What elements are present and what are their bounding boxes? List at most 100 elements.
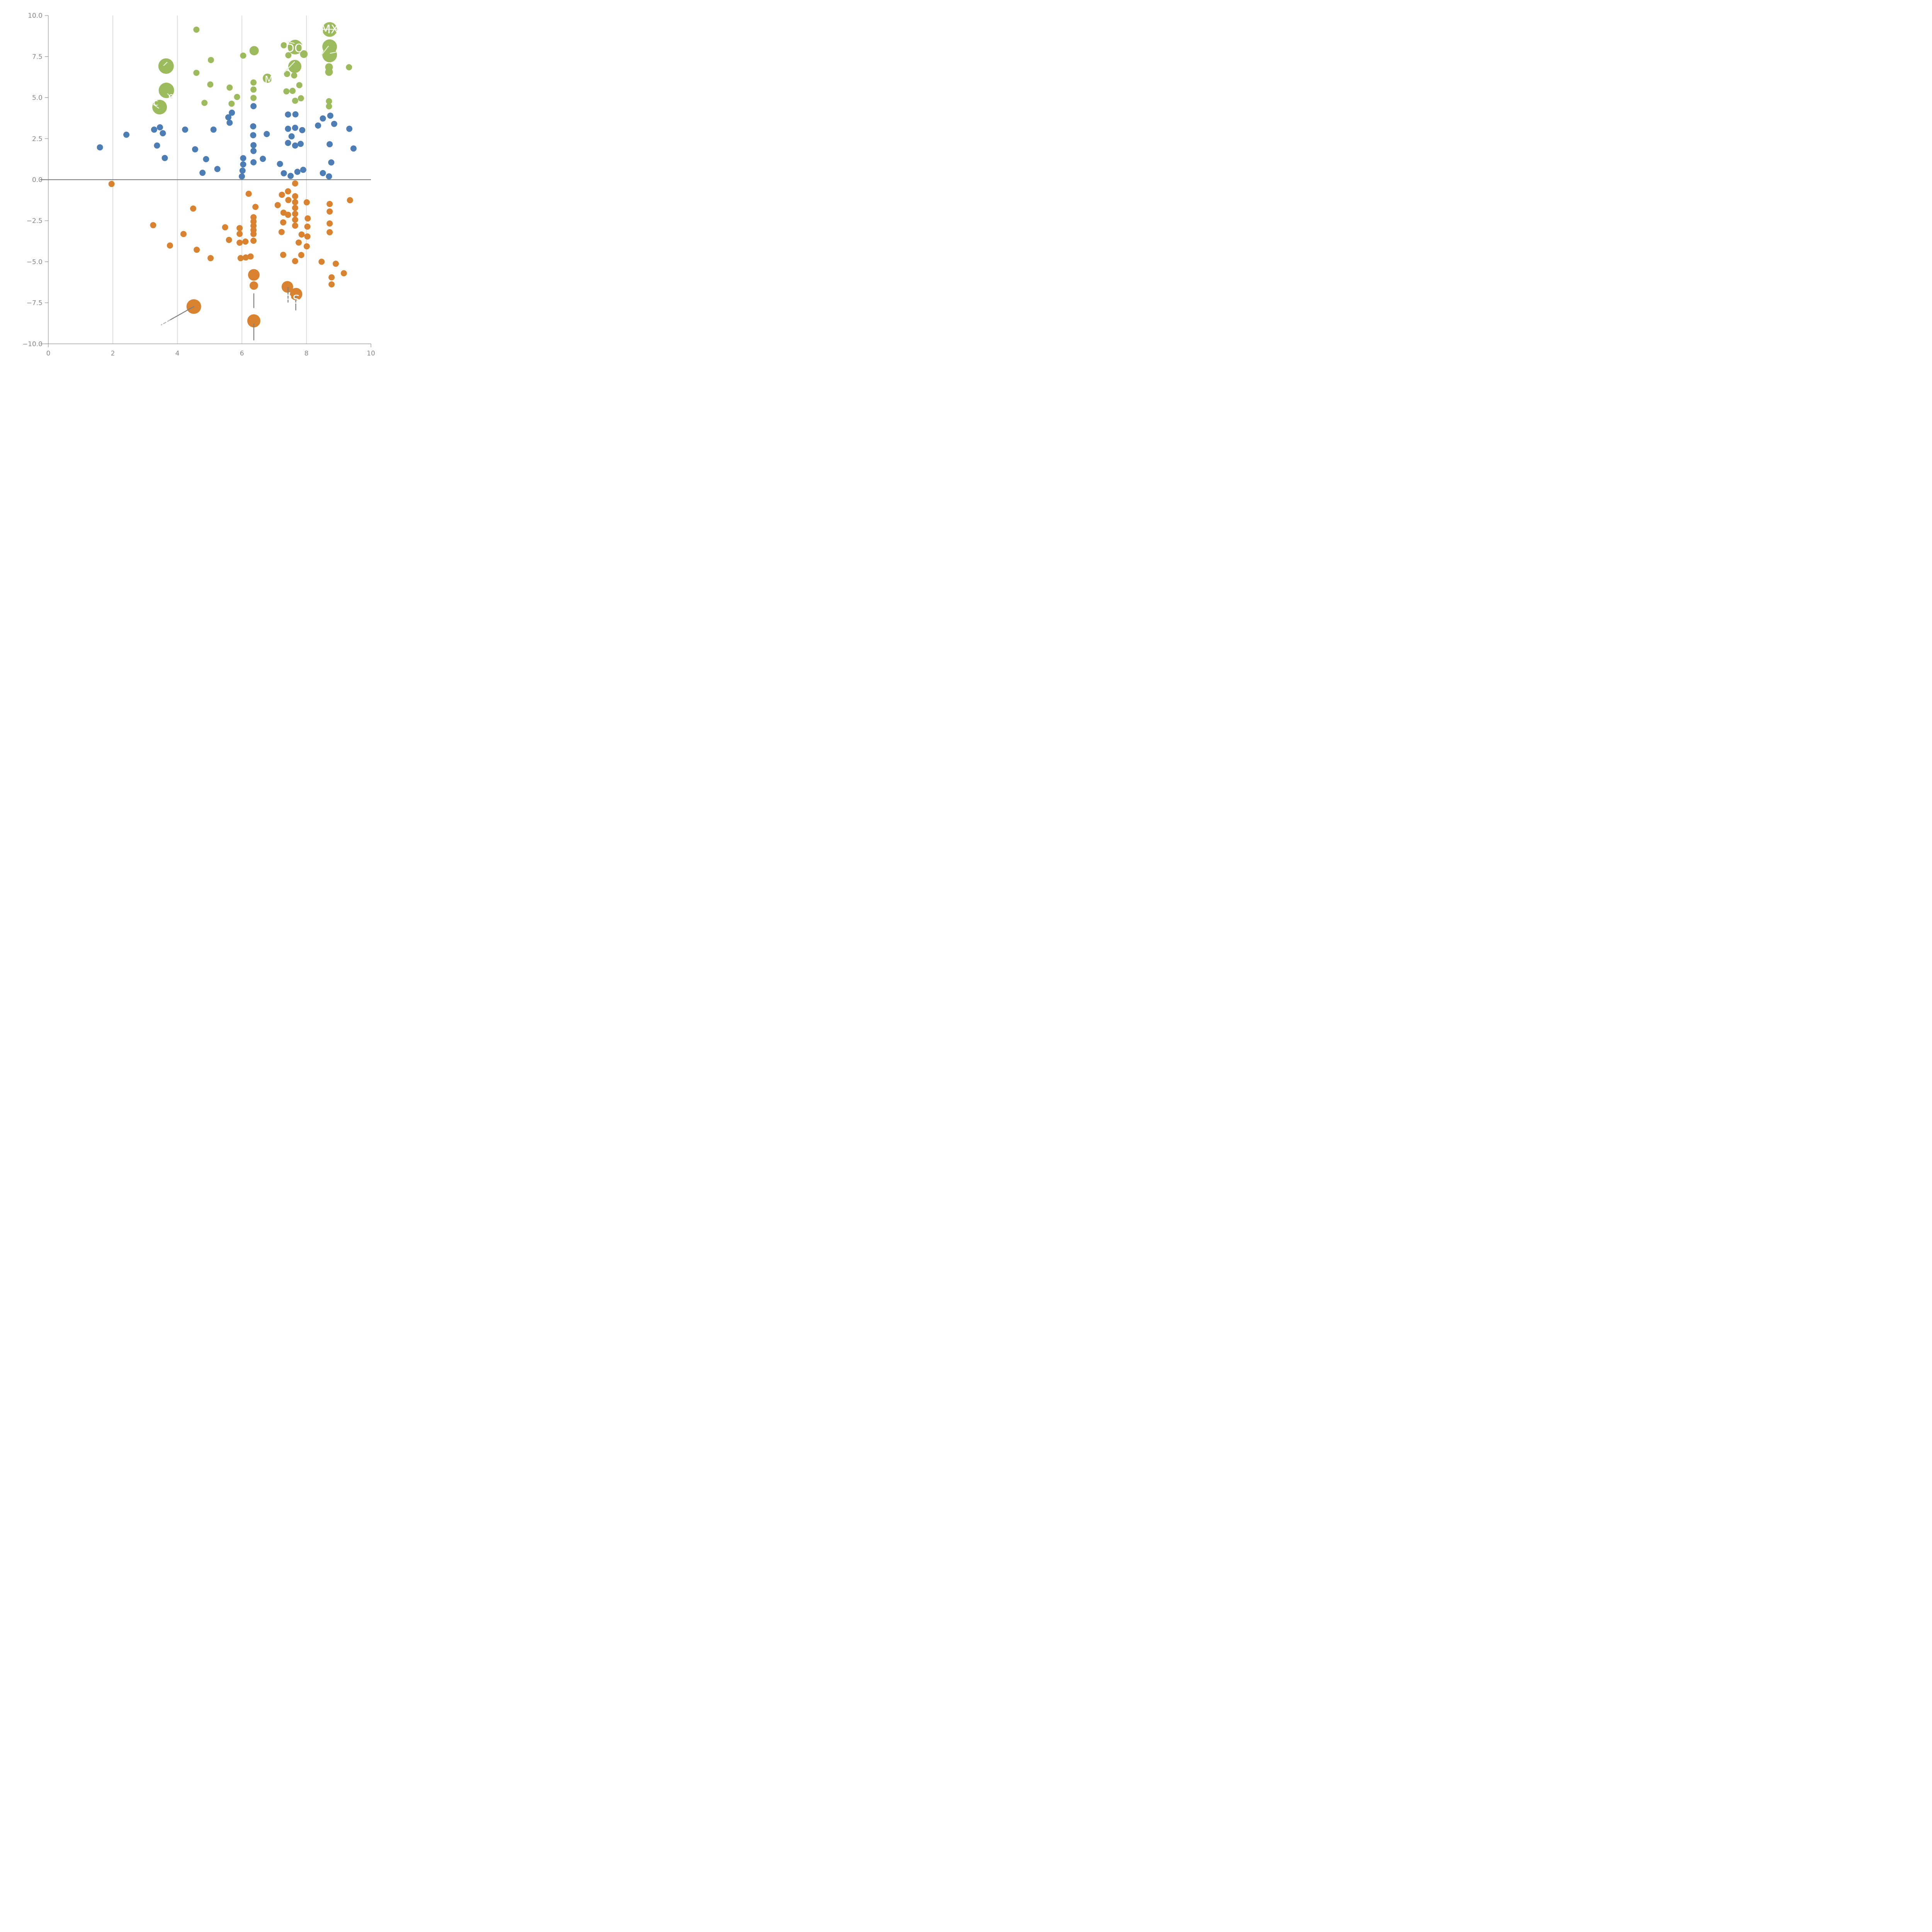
data-point-green xyxy=(322,48,337,63)
scatter-plot: 10.0 7.5 5.0 2.5 0.0 −2.5 −5.0 −7.5 −10.00 2 4 6 8 10… xyxy=(0,0,386,386)
data-point-blue xyxy=(288,133,295,139)
plot-background xyxy=(0,0,386,386)
data-point-orange xyxy=(250,238,257,244)
data-point-blue xyxy=(315,122,321,129)
x-tick-label: 6 xyxy=(240,350,244,357)
data-point-green xyxy=(207,57,214,63)
y-tick-label: 10.0 xyxy=(28,12,43,20)
x-tick-label: 8 xyxy=(304,350,309,357)
data-point-orange xyxy=(292,216,298,223)
data-point-blue xyxy=(297,141,304,147)
data-point-orange xyxy=(250,214,257,221)
x-tick-label: 10 xyxy=(367,350,375,357)
data-point-orange xyxy=(249,281,258,290)
data-point-orange xyxy=(298,231,305,238)
data-point-orange xyxy=(318,259,325,265)
data-point-blue xyxy=(199,170,206,176)
leader-line-1 xyxy=(321,46,329,56)
data-point-blue xyxy=(327,141,333,148)
data-point-blue xyxy=(182,126,189,133)
data-point-orange xyxy=(194,247,200,253)
data-point-blue xyxy=(346,126,353,132)
data-point-green xyxy=(250,95,257,101)
data-point-blue xyxy=(264,131,270,137)
data-point-orange xyxy=(328,281,335,288)
data-point-orange xyxy=(280,219,286,226)
data-point-orange xyxy=(250,223,257,229)
leader-line-3 xyxy=(287,41,295,44)
data-point-green xyxy=(326,98,332,104)
data-point-orange xyxy=(108,181,115,187)
data-point-green xyxy=(152,100,167,115)
data-point-orange xyxy=(295,239,302,246)
data-point-orange xyxy=(303,243,310,250)
data-point-green xyxy=(287,39,303,54)
data-point-orange xyxy=(150,222,156,228)
data-point-green xyxy=(226,84,233,91)
data-point-green xyxy=(249,46,259,56)
y-tick-label: −2.5 xyxy=(27,217,43,225)
bubble-label-RS: RS xyxy=(284,293,300,306)
data-point-orange xyxy=(304,223,311,230)
data-point-blue xyxy=(240,161,247,168)
data-point-orange xyxy=(167,242,173,249)
data-point-green xyxy=(201,100,208,106)
data-point-green xyxy=(292,97,298,104)
leader-line-8 xyxy=(169,306,194,321)
bubble-label-c: c xyxy=(153,97,158,108)
data-point-blue xyxy=(299,127,306,133)
data-point-blue xyxy=(240,155,247,162)
data-point-green xyxy=(250,86,257,93)
data-point-orange xyxy=(327,208,333,215)
data-point-orange xyxy=(292,222,298,229)
x-tick-label: 4 xyxy=(175,350,180,357)
data-point-blue xyxy=(285,139,291,146)
data-point-orange xyxy=(180,231,187,237)
data-point-green xyxy=(158,58,174,74)
y-tick-label: 0.0 xyxy=(32,176,43,184)
bubble-label-MX: MX xyxy=(321,23,338,36)
data-point-orange xyxy=(281,281,293,293)
data-point-blue xyxy=(154,142,160,149)
data-point-orange xyxy=(292,180,298,187)
data-point-blue xyxy=(229,109,235,116)
data-point-green xyxy=(228,100,235,107)
data-point-orange xyxy=(250,218,257,225)
data-point-orange xyxy=(290,288,303,301)
data-point-blue xyxy=(326,173,332,180)
data-point-orange xyxy=(292,199,298,206)
data-point-blue xyxy=(192,146,198,153)
leader-line-6 xyxy=(167,93,173,99)
leader-line-2 xyxy=(330,51,337,54)
data-point-orange xyxy=(278,229,285,235)
data-point-blue xyxy=(320,115,326,122)
data-point-orange xyxy=(304,215,311,222)
data-point-blue xyxy=(160,130,166,136)
data-point-orange xyxy=(292,205,298,211)
data-point-orange xyxy=(292,258,298,264)
data-point-blue xyxy=(281,170,287,177)
leader-line-9 xyxy=(161,320,170,326)
y-tick-label: 7.5 xyxy=(32,53,43,61)
data-point-green xyxy=(234,94,240,100)
data-point-orange xyxy=(347,197,353,204)
data-point-blue xyxy=(214,166,221,172)
y-tick-label: −7.5 xyxy=(27,299,43,307)
data-point-blue xyxy=(239,167,246,174)
data-point-orange xyxy=(274,202,281,208)
leader-line-7 xyxy=(153,104,159,109)
data-point-green xyxy=(296,82,303,88)
data-point-orange xyxy=(222,224,228,231)
data-point-blue xyxy=(350,145,357,152)
data-point-orange xyxy=(285,211,291,218)
data-point-green xyxy=(325,68,333,76)
data-point-blue xyxy=(292,142,298,149)
x-tick-label: 0 xyxy=(46,350,51,357)
data-point-orange xyxy=(298,252,304,258)
data-point-orange xyxy=(237,255,244,262)
data-point-blue xyxy=(327,112,333,119)
data-point-orange xyxy=(236,240,243,246)
data-point-orange xyxy=(279,192,285,198)
data-point-green xyxy=(284,71,290,77)
data-point-blue xyxy=(300,167,306,173)
